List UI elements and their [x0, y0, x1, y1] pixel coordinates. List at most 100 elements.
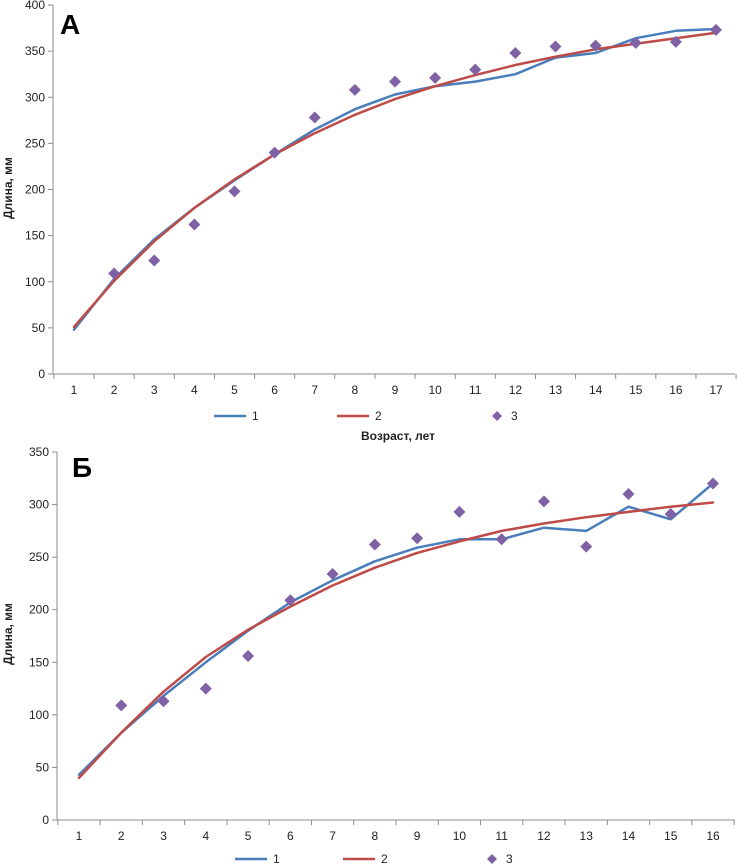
- x-tick-label: 15: [629, 383, 643, 397]
- series-3-point: [199, 682, 212, 695]
- series-3-point: [509, 46, 522, 59]
- series-3-point: [411, 532, 424, 545]
- series-3-point: [669, 35, 682, 48]
- y-tick-label: 50: [32, 321, 46, 335]
- series-3-point: [469, 63, 482, 76]
- legend-label-3: 3: [506, 852, 513, 865]
- panel-label-b: Б: [72, 452, 92, 483]
- x-tick-label: 6: [271, 383, 278, 397]
- series-2-line-b: [77, 501, 715, 780]
- y-tick-label: 350: [25, 44, 45, 58]
- y-tick-label: 150: [29, 655, 49, 669]
- x-tick-label: 1: [76, 829, 83, 843]
- y-tick-label: 300: [29, 498, 49, 512]
- chart-panel-a: А Длина, мм Возраст, лет 0 50 100 150 200 250…: [1, 0, 737, 443]
- x-tick-label: 11: [495, 829, 508, 843]
- x-tick-label: 14: [622, 829, 636, 843]
- x-tick-label: 11: [469, 383, 482, 397]
- x-tick-label: 2: [118, 829, 125, 843]
- y-tick-label: 200: [29, 603, 49, 617]
- y-tick-label: 300: [25, 90, 45, 104]
- x-tick-label: 4: [202, 829, 209, 843]
- x-tick-label: 10: [453, 829, 467, 843]
- y-tick-label: 100: [29, 708, 49, 722]
- series-3-point: [242, 649, 255, 662]
- series-3-point: [453, 505, 466, 518]
- x-tick-label: 6: [287, 829, 294, 843]
- series-3-point: [537, 495, 550, 508]
- legend-label-2: 2: [381, 852, 388, 865]
- series-3-point: [368, 538, 381, 551]
- y-axis-title-a: Длина, мм: [1, 157, 15, 219]
- legend-label-1: 1: [252, 409, 259, 423]
- x-tick-label: 5: [231, 383, 238, 397]
- y-tick-label: 50: [36, 760, 50, 774]
- series-3-point: [549, 40, 562, 53]
- x-tick-label: 15: [664, 829, 678, 843]
- series-3-point: [622, 488, 635, 501]
- y-tick-label: 100: [25, 275, 45, 289]
- x-tick-label: 16: [669, 383, 683, 397]
- x-tick-label: 8: [352, 383, 359, 397]
- y-tick-label: 0: [42, 813, 49, 827]
- x-tick-label: 3: [151, 383, 158, 397]
- series-3-point: [148, 254, 161, 267]
- legend-label-1: 1: [273, 852, 280, 865]
- x-tick-label: 1: [71, 383, 78, 397]
- x-tick-label: 4: [191, 383, 198, 397]
- x-tick-label: 7: [311, 383, 318, 397]
- x-tick-label: 3: [160, 829, 167, 843]
- x-tick-label: 12: [509, 383, 523, 397]
- y-axis-title-b: Длина, мм: [1, 603, 15, 665]
- series-3-point: [429, 71, 442, 84]
- series-3-point: [348, 83, 361, 96]
- series-3-point: [580, 540, 593, 553]
- legend-label-3: 3: [511, 409, 518, 423]
- series-3-point: [284, 594, 297, 607]
- x-axis-title-a: Возраст, лет: [361, 429, 435, 443]
- series-3-point: [188, 218, 201, 231]
- y-tick-label: 400: [25, 0, 45, 12]
- x-tick-label: 10: [428, 383, 442, 397]
- x-tick-label: 8: [372, 829, 379, 843]
- series-3-point: [308, 111, 321, 124]
- series-3-point: [707, 477, 719, 490]
- series-1-line-a: [72, 27, 718, 331]
- x-tick-label: 17: [709, 383, 723, 397]
- series-2-line-a: [72, 31, 718, 329]
- series-3-point: [495, 533, 508, 546]
- x-tick-label: 2: [111, 383, 118, 397]
- series-3-point: [589, 39, 602, 52]
- series-3-point: [228, 185, 241, 198]
- x-tick-label: 9: [392, 383, 399, 397]
- series-3-point: [326, 567, 339, 580]
- series-3-point: [710, 23, 722, 36]
- series-3-point: [157, 695, 170, 708]
- series-3-point: [389, 75, 401, 88]
- series-3-point: [629, 36, 642, 49]
- x-tick-label: 7: [329, 829, 336, 843]
- series-3-point: [268, 146, 281, 159]
- y-tick-label: 350: [29, 445, 49, 459]
- x-tick-label: 13: [549, 383, 563, 397]
- x-tick-label: 12: [537, 829, 551, 843]
- y-tick-label: 200: [25, 183, 45, 197]
- y-tick-label: 250: [25, 136, 45, 150]
- series-1-line-b: [77, 482, 715, 777]
- panel-label-a: А: [60, 9, 80, 40]
- x-tick-label: 14: [589, 383, 603, 397]
- legend-swatch-3: [492, 411, 502, 421]
- legend-label-2: 2: [375, 409, 382, 423]
- series-3-point: [115, 699, 128, 712]
- x-tick-label: 5: [245, 829, 252, 843]
- y-tick-label: 250: [29, 550, 49, 564]
- x-tick-label: 13: [580, 829, 594, 843]
- legend-swatch-3: [487, 854, 497, 864]
- series-3-point: [108, 267, 121, 280]
- y-tick-label: 0: [38, 367, 45, 381]
- x-tick-label: 16: [706, 829, 720, 843]
- y-tick-label: 150: [25, 229, 45, 243]
- series-3-point: [664, 508, 677, 521]
